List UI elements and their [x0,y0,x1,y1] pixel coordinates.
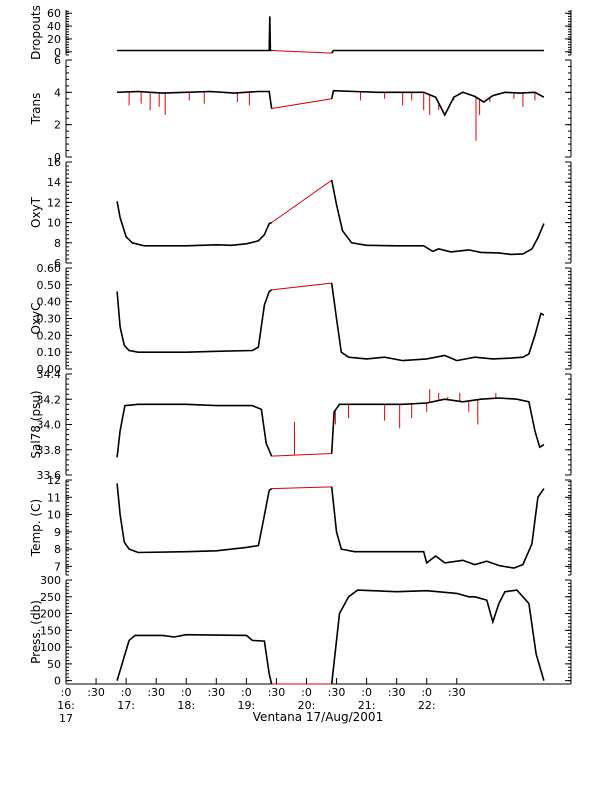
x-tick-hour-label: 21: [358,699,376,712]
y-tick-label: 40 [47,20,61,33]
x-tick-label: :30 [147,686,165,699]
y-tick-label: 2 [54,119,61,132]
panel-3: 6 8 10 12 14 16 OxyT [29,156,572,270]
raw-series-line [116,589,545,685]
x-tick-label: :0 [421,686,432,699]
raw-series-line [117,16,544,54]
y-tick-label: 9 [54,526,61,539]
y-tick-label: 16 [47,156,61,169]
series-line [116,180,545,256]
y-tick-label: 4 [54,86,61,99]
y-tick-label: 33.8 [37,444,62,457]
y-tick-label: 50 [47,658,61,671]
y-tick-label: 0.40 [37,296,62,309]
time-axis: :016:17:30:017::30:018::30:019::30:020::… [57,678,466,725]
y-tick-label: 0.20 [37,329,62,342]
y-tick-label: 0 [54,675,61,688]
y-tick-label: 34.2 [37,393,62,406]
y-tick-label: 20 [47,33,61,46]
x-tick-label: :0 [121,686,132,699]
y-tick-label: 250 [40,591,61,604]
y-tick-label: 8 [54,237,61,250]
raw-series-line [116,282,545,362]
y-tick-label: 0.00 [37,363,62,376]
series-line [117,89,545,117]
x-tick-hour-label: 18: [177,699,195,712]
y-tick-label: 0 [54,46,61,59]
y-tick-label: 300 [40,574,61,587]
x-tick-label: :30 [448,686,466,699]
raw-series-line [116,397,545,458]
y-tick-label: 11 [47,491,61,504]
y-axis-label: Press. (db) [29,600,43,664]
y-tick-label: 60 [47,7,61,20]
y-tick-label: 34.4 [37,368,62,381]
x-tick-label: :0 [181,686,192,699]
panel-4: 0.00 0.10 0.20 0.30 0.40 0.50 0.60 OxyC [29,262,572,376]
panel-5: 33.6 33.8 34.0 34.2 34.4 Sal78 (psu) [29,368,572,482]
panel-6: 7 8 9 10 11 12 Temp. (C) [29,474,572,576]
x-tick-hour-label: 17: [117,699,135,712]
y-axis-label: Dropouts [29,5,43,60]
x-tick-label: :30 [207,686,225,699]
x-tick-label: :30 [328,686,346,699]
x-tick-label: :0 [361,686,372,699]
x-tick-hour-label: 22: [418,699,436,712]
y-tick-label: 34.0 [37,419,62,432]
y-tick-label: 33.6 [37,469,62,482]
figure-caption: Ventana 17/Aug/2001 [253,710,383,724]
y-tick-label: 12 [47,474,61,487]
series-line [116,483,545,569]
y-tick-label: 10 [47,509,61,522]
y-axis-label: Trans [29,93,43,126]
x-tick-label: :30 [87,686,105,699]
y-tick-label: 100 [40,641,61,654]
series-line [117,16,544,54]
x-tick-label: :30 [388,686,406,699]
chart-panels: 0204060Dropouts0246Trans6810121416OxyT0.… [29,5,572,688]
x-tick-label: :0 [301,686,312,699]
y-tick-label: 14 [47,176,61,189]
y-tick-label: 8 [54,543,61,556]
x-tick-label: :0 [61,686,72,699]
y-tick-label: 0.60 [37,262,62,275]
y-tick-label: 200 [40,608,61,621]
y-tick-label: 6 [54,257,61,270]
raw-series-line [116,179,545,255]
series-line [116,282,545,362]
y-tick-label: 0.50 [37,279,62,292]
panel-2: 0 2 4 6 Trans [29,54,572,164]
y-axis-label: OxyT [29,196,43,228]
y-axis-label: Temp. (C) [29,499,43,557]
y-tick-label: 150 [40,624,61,637]
y-tick-label: 12 [47,196,61,209]
x-tick-hour-label: 16: [57,699,75,712]
x-tick-hour-label: 20: [298,699,316,712]
raw-series-line [116,483,545,569]
y-axis-label: OxyC [29,302,43,334]
series-line [116,589,545,685]
x-tick-hour-label: 19: [238,699,256,712]
y-tick-label: 0 [54,151,61,164]
y-axis-label: Sal78 (psu) [29,390,43,458]
series-line [116,397,545,458]
x-tick-day-label: 17 [59,712,73,725]
y-tick-label: 10 [47,217,61,230]
y-tick-label: 6 [54,54,61,67]
y-tick-label: 7 [54,560,61,573]
y-tick-label: 0.30 [37,313,62,326]
y-tick-label: 0.10 [37,346,62,359]
panel-7: 0 50 100 150 200 250 300 Press. (db) [29,574,572,688]
x-tick-label: :0 [241,686,252,699]
x-tick-label: :30 [268,686,286,699]
